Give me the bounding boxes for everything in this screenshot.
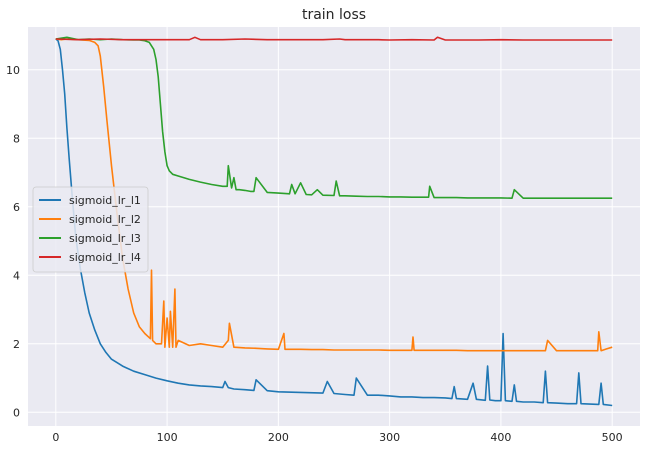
legend-label: sigmoid_lr_l3: [69, 232, 141, 245]
x-tick-label: 200: [268, 431, 289, 444]
series-line-sigmoid_lr_l1: [55, 38, 613, 407]
x-tick-label: 500: [602, 431, 623, 444]
legend: sigmoid_lr_l1 sigmoid_lr_l2 sigmoid_lr_l3s…: [32, 186, 149, 273]
y-tick-label: 2: [13, 338, 20, 351]
y-tick-label: 6: [13, 201, 20, 214]
y-tick-label: 0: [13, 406, 20, 419]
x-tick-label: 100: [157, 431, 178, 444]
series-lines: [55, 36, 613, 407]
legend-box: [32, 186, 149, 273]
x-tick-label: 0: [52, 431, 59, 444]
x-tick-label: 300: [379, 431, 400, 444]
y-tick-label: 10: [6, 64, 20, 77]
y-tick-label: 8: [13, 132, 20, 145]
grid-lines: [28, 27, 640, 426]
legend-label: sigmoid_lr_l4: [69, 251, 141, 264]
x-axis-ticks: 0 100 200 300 400 500: [52, 431, 622, 444]
legend-label: sigmoid_lr_l2: [69, 213, 141, 226]
series-line-sigmoid_lr_l4: [55, 36, 613, 41]
y-tick-label: 4: [13, 269, 20, 282]
legend-label: sigmoid_lr_l1: [69, 194, 141, 207]
x-tick-label: 400: [490, 431, 511, 444]
series-line-sigmoid_lr_l3: [55, 36, 613, 199]
chart-title: train loss: [302, 7, 366, 23]
series-line-sigmoid_lr_l2: [55, 38, 613, 352]
y-axis-ticks: 0 2 4 6 8 10: [6, 64, 20, 419]
